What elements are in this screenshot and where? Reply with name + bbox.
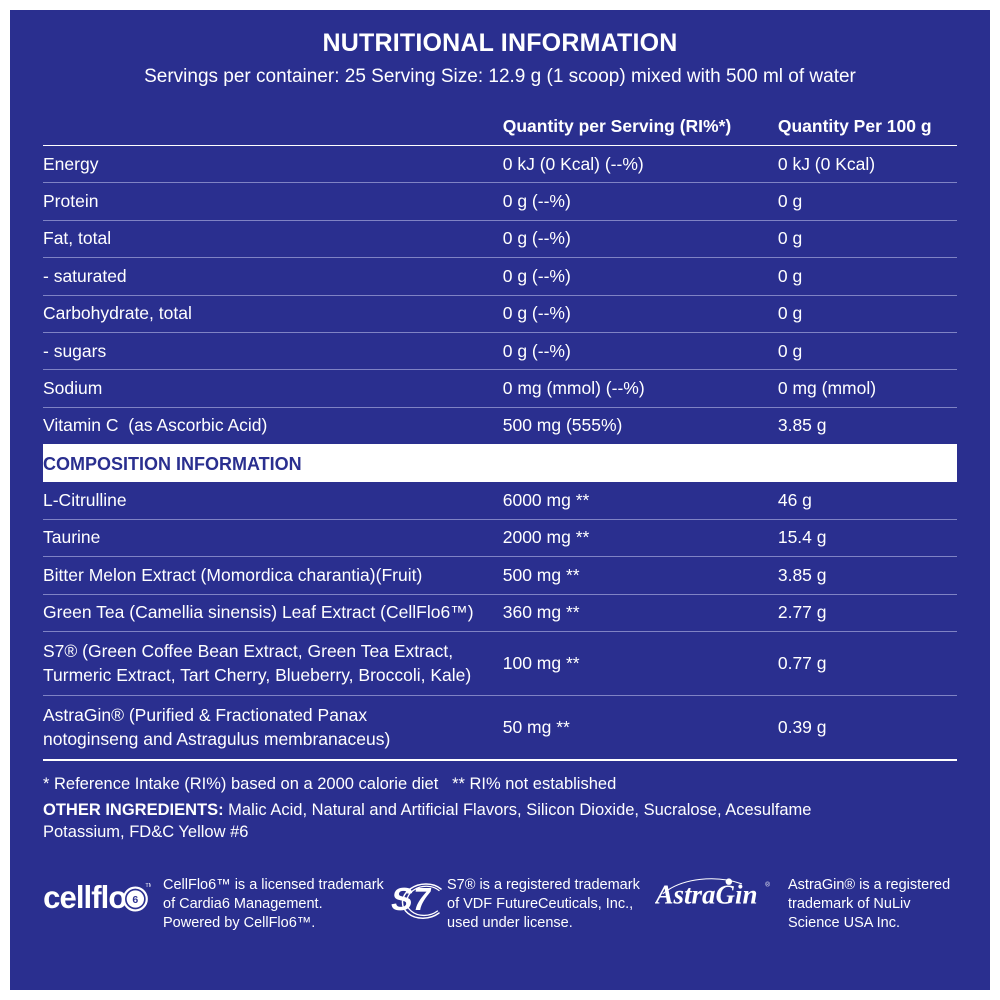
svg-text:AstraGin: AstraGin <box>655 880 758 910</box>
svg-text:®: ® <box>765 881 770 889</box>
svg-text:cellflo: cellflo <box>43 880 126 915</box>
svg-text:6: 6 <box>132 894 138 906</box>
svg-text:S7: S7 <box>391 881 434 917</box>
svg-text:TM: TM <box>145 883 151 889</box>
